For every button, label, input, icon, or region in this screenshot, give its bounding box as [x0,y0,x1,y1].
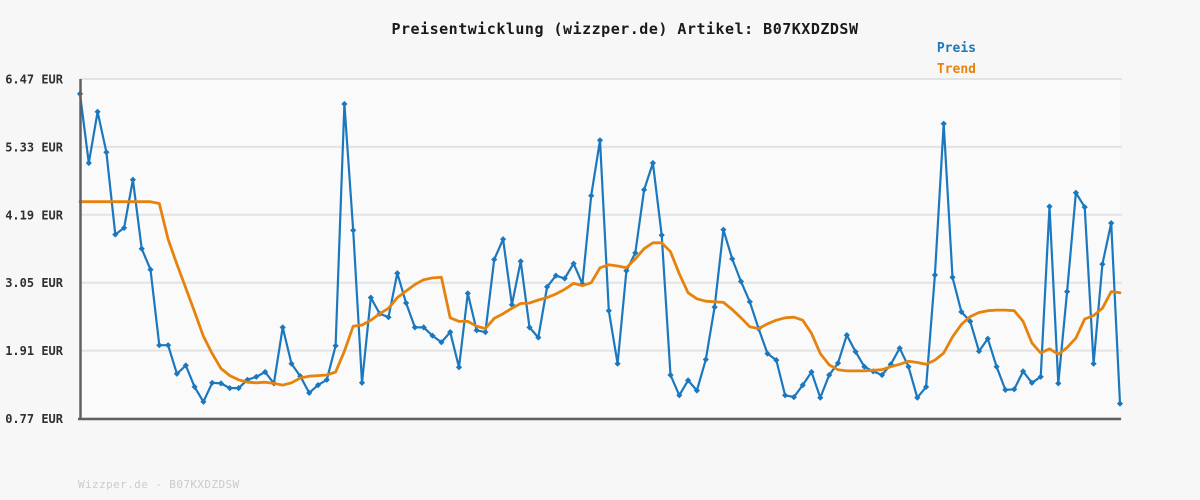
legend-item-trend: Trend [936,62,976,77]
y-axis-tick-label: 6.47 EUR [5,73,64,87]
y-axis-tick-label: 5.33 EUR [5,140,64,154]
watermark-text: Wizzper.de - B07KXDZDSW [78,478,240,491]
y-axis-tick-label: 0.77 EUR [5,412,64,426]
legend-item-preis: Preis [936,41,976,56]
line-chart-canvas: 6.47 EUR 5.33 EUR 4.19 EUR 3.05 EUR 1.91 EUR… [5,73,1124,426]
y-axis-tick-label: 1.91 EUR [5,344,64,358]
y-axis-tick-label: 4.19 EUR [5,208,64,222]
y-axis-tick-label: 3.05 EUR [5,276,64,290]
plot-area [80,79,1120,419]
chart-title: Preisentwicklung (wizzper.de) Artikel: B… [391,20,859,38]
chart-legend: Preis Trend [937,38,976,80]
trend-line [78,200,1122,387]
